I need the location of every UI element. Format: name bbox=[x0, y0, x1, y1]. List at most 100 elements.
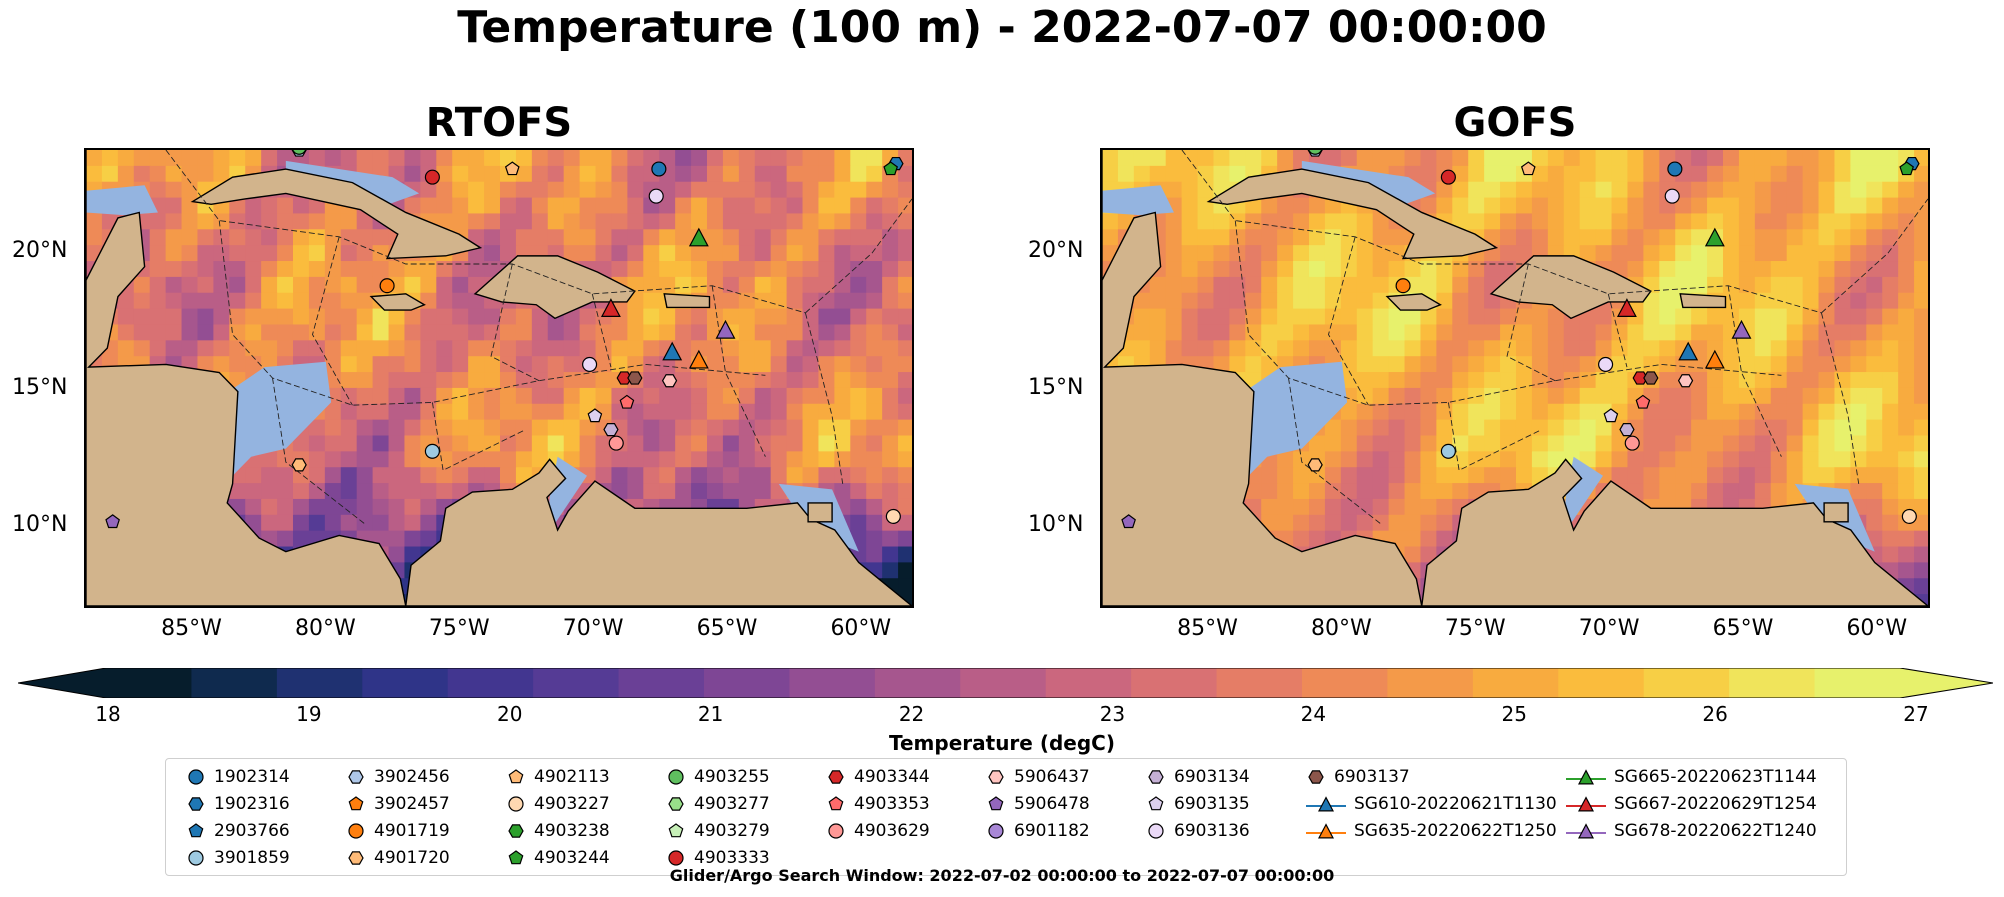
legend-entry: 4903227 bbox=[506, 794, 610, 814]
legend-entry: 5906437 bbox=[986, 767, 1090, 787]
legend-marker bbox=[508, 850, 524, 865]
legend-label: 6903137 bbox=[1334, 767, 1410, 787]
observation-marker bbox=[627, 371, 643, 385]
lon-tick-label: 60°W bbox=[830, 616, 892, 641]
legend-entry: 4901720 bbox=[346, 848, 450, 868]
legend-entry: SG667-20220629T1254 bbox=[1566, 794, 1817, 814]
legend-marker bbox=[508, 824, 524, 838]
legend-label: 4903279 bbox=[694, 821, 770, 841]
legend-entry: SG665-20220623T1144 bbox=[1566, 767, 1817, 787]
observation-marker bbox=[661, 374, 678, 388]
legend-entry: 2903766 bbox=[186, 821, 290, 841]
observation-marker bbox=[587, 408, 603, 423]
legend-marker bbox=[348, 770, 364, 784]
observation-marker bbox=[1440, 443, 1456, 459]
land-cuba bbox=[1206, 168, 1499, 260]
legend-entry: 1902314 bbox=[186, 767, 290, 787]
legend-label: 6903134 bbox=[1174, 767, 1250, 787]
legend-marker bbox=[1578, 769, 1594, 785]
legend-marker bbox=[1148, 796, 1164, 811]
legend-entry: 4903255 bbox=[666, 767, 770, 787]
observation-marker bbox=[1619, 423, 1635, 437]
legend-entry: 4901719 bbox=[346, 821, 450, 841]
lon-tick-label: 65°W bbox=[1712, 616, 1774, 641]
legend-entry: 6901182 bbox=[986, 821, 1090, 841]
legend-label: 6903136 bbox=[1174, 821, 1250, 841]
legend-label: 5906478 bbox=[1014, 794, 1090, 814]
observation-marker bbox=[1603, 408, 1619, 423]
map-rtofs[interactable] bbox=[84, 148, 914, 608]
legend-entry: 4903333 bbox=[666, 848, 770, 868]
legend-label: 3901859 bbox=[214, 848, 290, 868]
legend-marker bbox=[508, 796, 524, 812]
observation-marker bbox=[582, 356, 598, 372]
colorbar-tick-label: 25 bbox=[1501, 702, 1527, 726]
lat-tick-label: 10°N bbox=[1028, 511, 1084, 537]
map-gofs[interactable] bbox=[1100, 148, 1930, 608]
observation-marker bbox=[1520, 161, 1536, 176]
lon-tick-label: 70°W bbox=[1578, 616, 1640, 641]
legend-label: 4903255 bbox=[694, 767, 770, 787]
legend-entry: SG610-20220621T1130 bbox=[1306, 794, 1557, 814]
observation-marker bbox=[883, 161, 898, 176]
observation-marker bbox=[292, 150, 307, 155]
legend-marker bbox=[1578, 796, 1594, 812]
lon-tick-label: 80°W bbox=[294, 616, 356, 641]
legend-marker bbox=[828, 796, 844, 811]
land-northAmerica bbox=[86, 150, 407, 606]
land-hispaniola bbox=[473, 255, 636, 320]
land-northAmerica bbox=[1102, 150, 1423, 606]
legend-entry: 4903238 bbox=[506, 821, 610, 841]
colorbar bbox=[17, 667, 1994, 699]
legend-marker bbox=[828, 823, 844, 839]
legend-marker bbox=[348, 851, 364, 865]
observation-marker bbox=[1704, 227, 1725, 247]
legend-marker bbox=[1148, 823, 1164, 839]
legend-label: 4902113 bbox=[534, 767, 610, 787]
legend-marker bbox=[508, 769, 524, 784]
legend-label: 4903244 bbox=[534, 848, 610, 868]
lon-tick-label: 70°W bbox=[562, 616, 624, 641]
lat-tick-label: 15°N bbox=[1028, 374, 1084, 400]
legend-marker bbox=[188, 850, 204, 866]
observation-marker bbox=[1121, 514, 1136, 529]
observation-marker bbox=[885, 508, 901, 524]
legend-entry: 6903136 bbox=[1146, 821, 1250, 841]
observation-marker bbox=[1677, 374, 1694, 388]
land-puertoRico bbox=[663, 293, 711, 309]
legend-marker bbox=[828, 770, 844, 784]
colorbar-tick-label: 23 bbox=[1099, 702, 1126, 726]
observation-marker bbox=[1635, 394, 1651, 409]
panel-title-rtofs: RTOFS bbox=[425, 100, 573, 146]
observation-marker bbox=[608, 435, 624, 451]
legend-marker bbox=[988, 770, 1004, 784]
lat-tick-label: 15°N bbox=[12, 374, 68, 400]
lon-tick-label: 85°W bbox=[1177, 616, 1238, 641]
observation-marker bbox=[1731, 319, 1752, 339]
observation-marker bbox=[662, 341, 683, 361]
panel-title-gofs: GOFS bbox=[1453, 100, 1577, 146]
legend-entry: 4903279 bbox=[666, 821, 770, 841]
legend-entry: 4903344 bbox=[826, 767, 930, 787]
lon-tick-label: 65°W bbox=[696, 616, 758, 641]
land-southAmerica bbox=[405, 458, 912, 606]
legend-entry: 6903134 bbox=[1146, 767, 1250, 787]
legend-label: 4903333 bbox=[694, 848, 770, 868]
legend-label: 3902456 bbox=[374, 767, 450, 787]
lat-tick-label: 10°N bbox=[12, 511, 68, 537]
lon-tick-label: 75°W bbox=[428, 616, 490, 641]
colorbar-label: Temperature (degC) bbox=[889, 731, 1115, 755]
legend-entry: 4903353 bbox=[826, 794, 930, 814]
legend-entry: 4903629 bbox=[826, 821, 930, 841]
legend-marker bbox=[1578, 823, 1594, 839]
observation-marker bbox=[504, 161, 520, 176]
observation-marker bbox=[1598, 356, 1614, 372]
lat-tick-label: 20°N bbox=[1028, 238, 1084, 264]
legend-label: 6901182 bbox=[1014, 821, 1090, 841]
observation-marker bbox=[1643, 371, 1659, 385]
colorbar-tick-label: 18 bbox=[95, 702, 121, 726]
legend-entry: 5906478 bbox=[986, 794, 1090, 814]
legend-marker bbox=[988, 823, 1004, 839]
colorbar-tick-label: 27 bbox=[1903, 702, 1929, 726]
legend-marker bbox=[188, 769, 204, 785]
